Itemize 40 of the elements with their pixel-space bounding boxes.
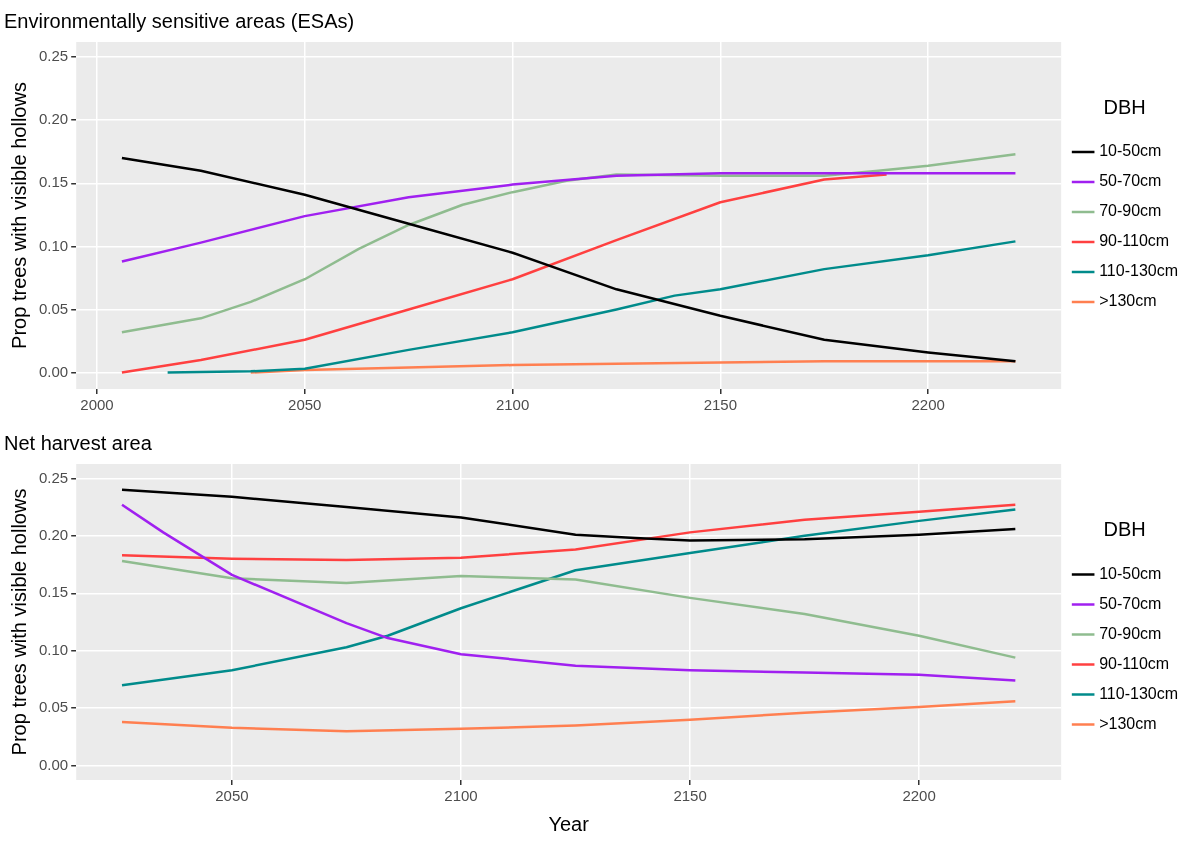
y-tick-label: 0.25 xyxy=(38,468,69,486)
legend-title: DBH xyxy=(1103,518,1146,541)
y-tick-label: 0.20 xyxy=(38,525,69,543)
y-axis-title: Prop trees with visible hollows xyxy=(7,82,30,349)
y-axis-title: Prop trees with visible hollows xyxy=(7,488,30,756)
legend-label: 50-70cm xyxy=(1099,594,1162,612)
y-tick-label: 0.15 xyxy=(38,583,69,601)
legend-label: 70-90cm xyxy=(1099,202,1162,220)
y-tick-label: 0.00 xyxy=(38,755,69,773)
x-tick-label: 2150 xyxy=(673,787,707,805)
chart-title: Net harvest area xyxy=(4,431,153,454)
x-tick-label: 2100 xyxy=(444,787,478,805)
legend-label: 110-130cm xyxy=(1099,262,1178,280)
legend-label: 90-110cm xyxy=(1099,654,1170,672)
y-tick-label: 0.05 xyxy=(38,299,69,317)
legend-label: >130cm xyxy=(1099,292,1157,310)
legend-label: 10-50cm xyxy=(1099,142,1162,160)
legend-title: DBH xyxy=(1103,95,1146,118)
x-tick-label: 2200 xyxy=(902,787,936,805)
x-axis-title: Year xyxy=(548,812,590,835)
y-tick-label: 0.25 xyxy=(38,47,69,65)
legend-label: >130cm xyxy=(1099,714,1157,732)
legend-label: 90-110cm xyxy=(1099,232,1170,250)
y-tick-label: 0.15 xyxy=(38,173,69,191)
x-tick-label: 2000 xyxy=(80,396,114,414)
y-tick-label: 0.05 xyxy=(38,698,69,716)
y-tick-label: 0.00 xyxy=(38,362,69,380)
x-tick-label: 2050 xyxy=(215,787,249,805)
y-tick-label: 0.20 xyxy=(38,110,69,128)
x-tick-label: 2150 xyxy=(703,396,738,414)
x-tick-label: 2100 xyxy=(495,396,530,414)
x-tick-label: 2050 xyxy=(288,396,322,414)
legend-label: 110-130cm xyxy=(1099,684,1178,702)
legend-label: 70-90cm xyxy=(1099,624,1162,642)
legend-label: 10-50cm xyxy=(1099,564,1162,582)
y-tick-label: 0.10 xyxy=(38,640,69,658)
chart-title: Environmentally sensitive areas (ESAs) xyxy=(4,9,355,32)
y-tick-label: 0.10 xyxy=(38,236,69,254)
legend-label: 50-70cm xyxy=(1099,172,1162,190)
x-tick-label: 2200 xyxy=(911,396,945,414)
